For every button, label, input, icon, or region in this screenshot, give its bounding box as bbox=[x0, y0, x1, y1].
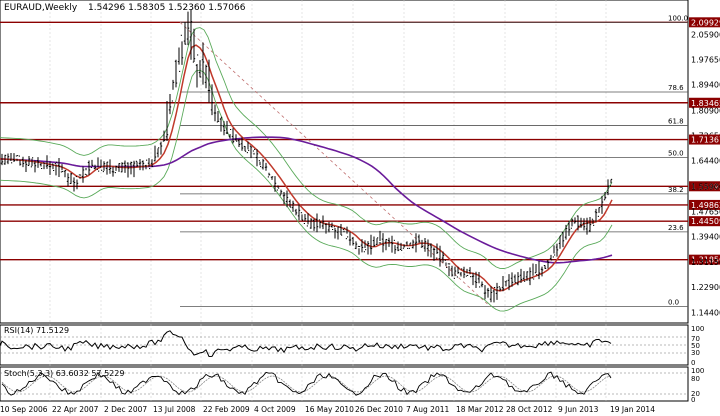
lower-band-line bbox=[0, 69, 613, 312]
price-badge bbox=[689, 199, 720, 210]
chart-title-ohlc: 1.54296 1.58305 1.52360 1.57066 bbox=[88, 3, 246, 13]
price-tick: 1.83465 bbox=[691, 99, 720, 108]
price-tick: 1.64400 bbox=[691, 157, 720, 166]
price-tick: 1.31150 bbox=[691, 258, 720, 267]
date-tick: 19 Jan 2014 bbox=[610, 405, 655, 414]
price-tick: 1.14400 bbox=[691, 309, 720, 318]
price-tick: 1.31856 bbox=[691, 256, 720, 265]
price-badge bbox=[689, 181, 720, 192]
rsi-scale-tick: 50 bbox=[691, 342, 700, 350]
fib-label: 78.6 bbox=[668, 84, 684, 92]
price-tick: 2.05900 bbox=[691, 31, 720, 40]
fib-label: 100.0 bbox=[668, 14, 688, 22]
date-tick: 7 Aug 2011 bbox=[406, 405, 449, 414]
date-tick: 18 Mar 2012 bbox=[456, 405, 504, 414]
rsi-scale-tick: 100 bbox=[691, 325, 704, 333]
price-tick: 1.89400 bbox=[691, 81, 720, 90]
date-tick: 2 Dec 2007 bbox=[104, 405, 147, 414]
price-tick: 2.09929 bbox=[691, 18, 720, 27]
price-badge bbox=[689, 134, 720, 145]
date-tick: 22 Apr 2007 bbox=[52, 405, 99, 414]
rsi-label: RSI(14) 71.5129 bbox=[4, 326, 69, 335]
upper-band-line bbox=[0, 27, 613, 269]
price-badge bbox=[689, 17, 720, 28]
price-tick: 1.22900 bbox=[691, 283, 720, 292]
main-chart-panel[interactable] bbox=[0, 0, 689, 324]
date-tick: 22 Feb 2009 bbox=[203, 405, 250, 414]
rsi-scale-tick: 30 bbox=[691, 349, 700, 357]
fib-label: 50.0 bbox=[668, 149, 684, 157]
price-tick: 1.39400 bbox=[691, 233, 720, 242]
stoch-scale-tick: 0 bbox=[691, 396, 695, 404]
rsi-line bbox=[0, 330, 612, 358]
chart-title-symbol: EURAUD,Weekly bbox=[4, 3, 78, 13]
fib-label: 0.0 bbox=[668, 298, 679, 306]
fib-label: 38.2 bbox=[668, 186, 684, 194]
date-tick: 16 May 2010 bbox=[305, 405, 354, 414]
stoch-main-line bbox=[1, 371, 612, 396]
date-tick: 10 Sep 2006 bbox=[0, 405, 48, 414]
stoch-scale-tick: 100 bbox=[691, 367, 704, 375]
price-tick: 1.97650 bbox=[691, 56, 720, 65]
price-tick: 1.55993 bbox=[691, 182, 720, 191]
price-badge bbox=[689, 254, 720, 265]
price-badge bbox=[689, 216, 720, 227]
fib-label: 23.6 bbox=[668, 224, 684, 232]
date-tick: 28 Oct 2012 bbox=[506, 405, 553, 414]
price-tick: 1.44509 bbox=[691, 217, 720, 226]
price-tick: 1.71367 bbox=[691, 136, 720, 145]
rsi-scale-tick: 70 bbox=[691, 335, 700, 343]
price-tick: 1.80900 bbox=[691, 107, 720, 116]
stoch-scale-tick: 80 bbox=[691, 375, 700, 383]
fib-trend-line bbox=[179, 22, 491, 307]
stoch-label: Stoch(5,3,3) 63.6032 57.5229 bbox=[4, 369, 124, 378]
date-tick: 4 Oct 2009 bbox=[254, 405, 296, 414]
stoch-scale-tick: 20 bbox=[691, 390, 700, 398]
stoch-signal-line bbox=[1, 375, 612, 393]
stoch-panel[interactable] bbox=[0, 366, 689, 402]
price-tick: 1.49862 bbox=[691, 201, 720, 210]
price-tick: 1.47650 bbox=[691, 208, 720, 217]
price-badge bbox=[689, 97, 720, 108]
date-tick: 26 Dec 2010 bbox=[355, 405, 403, 414]
fib-label: 61.8 bbox=[668, 117, 684, 125]
rsi-scale-tick: 0 bbox=[691, 359, 695, 367]
price-tick: 1.55900 bbox=[691, 183, 720, 192]
date-tick: 9 Jun 2013 bbox=[558, 405, 599, 414]
date-tick: 13 Jul 2008 bbox=[153, 405, 196, 414]
